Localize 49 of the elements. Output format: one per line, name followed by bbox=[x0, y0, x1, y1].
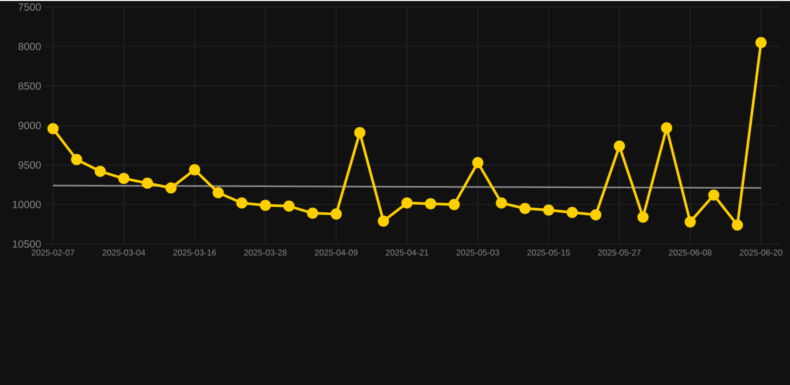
x-tick-label: 2025-03-16 bbox=[173, 250, 216, 256]
point bbox=[212, 187, 224, 198]
y-tick-label: 7500 bbox=[18, 3, 41, 11]
point bbox=[165, 182, 177, 194]
point bbox=[330, 208, 342, 220]
point bbox=[236, 197, 248, 209]
point bbox=[684, 216, 696, 228]
point bbox=[519, 202, 531, 214]
point bbox=[614, 140, 626, 152]
point bbox=[543, 204, 554, 216]
x-tick-label: 2025-03-04 bbox=[102, 250, 146, 256]
point bbox=[755, 36, 767, 48]
point bbox=[354, 127, 366, 138]
point bbox=[142, 178, 154, 189]
x-tick-label: 2025-05-03 bbox=[456, 250, 500, 256]
x-tick-label: 2025-04-21 bbox=[386, 250, 428, 256]
x-tick-label: 2025-03-28 bbox=[244, 250, 287, 256]
x-tick-label: 2025-06-08 bbox=[668, 250, 712, 256]
point bbox=[590, 209, 602, 220]
point bbox=[637, 212, 649, 223]
x-tick-label: 2025-02-07 bbox=[32, 250, 74, 256]
point bbox=[661, 122, 672, 134]
point bbox=[566, 206, 578, 218]
point bbox=[307, 208, 318, 219]
point bbox=[448, 198, 460, 210]
point bbox=[47, 123, 59, 134]
point bbox=[71, 154, 82, 166]
point bbox=[425, 198, 436, 210]
point bbox=[708, 189, 720, 201]
y-tick-label: 9500 bbox=[18, 161, 41, 169]
y-tick-label: 9000 bbox=[18, 122, 41, 130]
point bbox=[378, 216, 390, 227]
x-tick-label: 2025-04-09 bbox=[314, 250, 358, 256]
y-tick-label: 10500 bbox=[12, 240, 41, 248]
x-tick-label: 2025-05-15 bbox=[527, 250, 570, 256]
point bbox=[472, 157, 484, 168]
point bbox=[189, 164, 200, 176]
point bbox=[118, 172, 130, 184]
y-tick-label: 10000 bbox=[12, 200, 41, 208]
point bbox=[496, 197, 508, 209]
y-tick-label: 8500 bbox=[18, 82, 41, 90]
point bbox=[732, 219, 744, 231]
point bbox=[260, 200, 272, 211]
point bbox=[283, 200, 295, 212]
x-tick-label: 2025-06-20 bbox=[740, 250, 782, 256]
point bbox=[94, 166, 106, 177]
x-tick-label: 2025-05-27 bbox=[598, 250, 641, 256]
y-tick-label: 8000 bbox=[18, 42, 41, 50]
point bbox=[401, 197, 413, 209]
